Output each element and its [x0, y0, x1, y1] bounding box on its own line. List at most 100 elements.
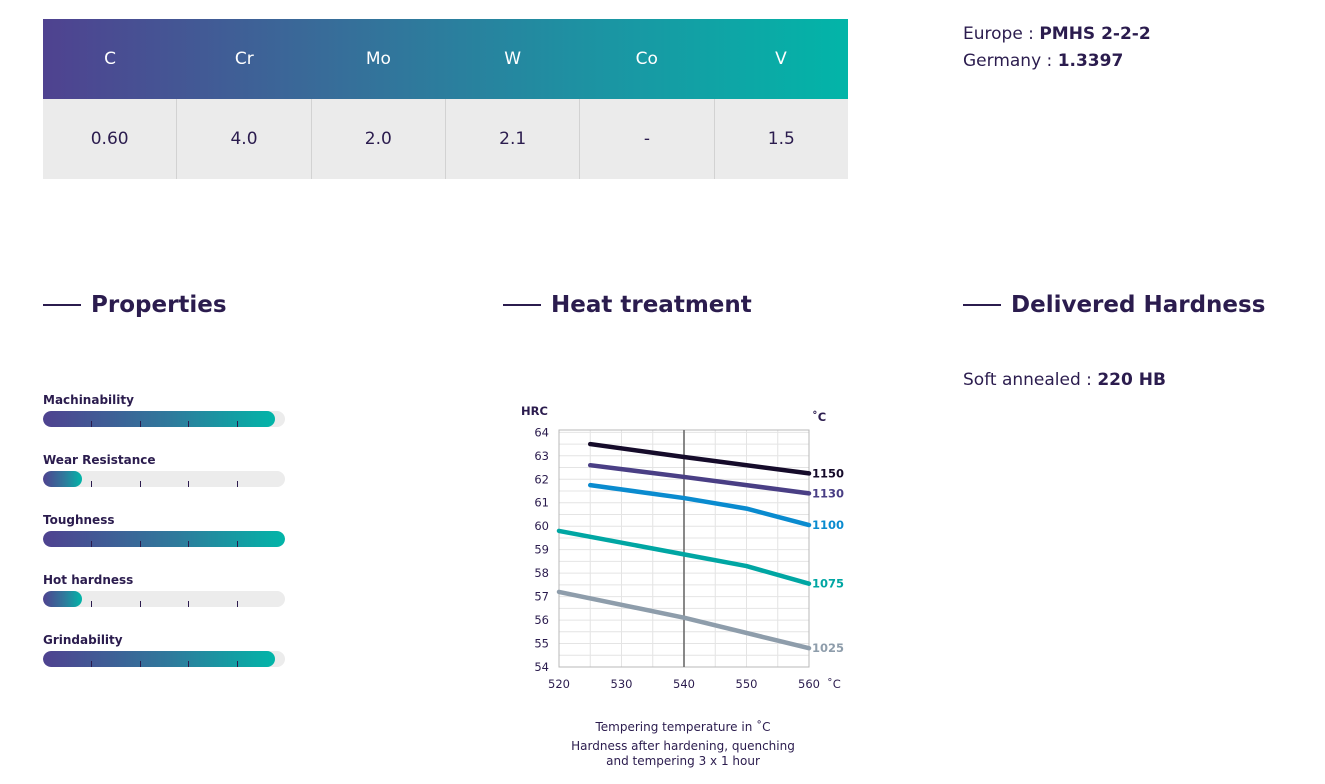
property-bar-fill	[43, 591, 82, 607]
bar-tick	[91, 601, 92, 607]
property-wear-resistance: Wear Resistance	[43, 452, 285, 487]
chart-caption-xlabel: Tempering temperature in ˚C	[595, 720, 771, 734]
x-tick-label: 530	[611, 677, 633, 691]
bar-tick	[140, 541, 141, 547]
chart-caption-line3: and tempering 3 x 1 hour	[606, 754, 760, 768]
bar-tick	[188, 541, 189, 547]
bar-tick	[91, 421, 92, 427]
heat-treatment-title: Heat treatment	[551, 292, 752, 318]
bar-tick	[91, 541, 92, 547]
value-cell-co: -	[579, 99, 713, 179]
x-tick-label: 550	[736, 677, 758, 691]
header-cell-w: W	[504, 49, 521, 69]
property-label: Machinability	[43, 393, 134, 407]
property-bar-fill	[43, 531, 285, 547]
series-label-1075: 1075	[812, 577, 844, 591]
header-cell-v: V	[775, 49, 787, 69]
header-cell-co: Co	[635, 49, 658, 69]
y-tick-label: 57	[534, 590, 549, 604]
delivered-value: 220 HB	[1097, 370, 1166, 390]
heat-treatment-chart: 54 55 56 57 58 59 60 61 62 63 64 520 530 540 550 560 ˚C H…	[500, 395, 860, 699]
equivalent-grades: Europe : PMHS 2-2-2 Germany : 1.3397	[963, 21, 1151, 75]
composition-value-row: 0.60 4.0 2.0 2.1 - 1.5	[43, 99, 848, 179]
property-bar-fill	[43, 411, 276, 427]
bar-tick	[188, 661, 189, 667]
y-tick-label: 59	[534, 543, 549, 557]
series-unit-label: ˚C	[812, 409, 826, 424]
series-line-1130	[588, 462, 812, 496]
value-cell-v: 1.5	[713, 99, 848, 179]
germany-equivalent: Germany : 1.3397	[963, 48, 1151, 75]
series-line-1100	[588, 482, 812, 528]
property-bar-track	[43, 531, 285, 547]
bar-tick	[237, 541, 238, 547]
bar-tick	[91, 661, 92, 667]
x-unit-label: ˚C	[827, 676, 841, 691]
heading-rule	[963, 304, 1001, 306]
property-hot-hardness: Hot hardness	[43, 572, 285, 607]
europe-equivalent: Europe : PMHS 2-2-2	[963, 21, 1151, 48]
series-line-1075	[556, 528, 812, 586]
value-cell-w: 2.1	[444, 99, 579, 179]
property-label: Hot hardness	[43, 573, 134, 587]
series-label-1025: 1025	[812, 641, 844, 655]
germany-value: 1.3397	[1057, 51, 1124, 71]
series-line-1150	[588, 441, 812, 476]
delivered-label: Soft annealed :	[963, 370, 1092, 390]
property-bar-track	[43, 591, 285, 607]
y-tick-label: 55	[534, 637, 549, 651]
property-grindability: Grindability	[43, 632, 285, 667]
value-cell-mo: 2.0	[310, 99, 445, 179]
y-tick-label: 61	[534, 496, 549, 510]
y-tick-label: 56	[534, 613, 549, 627]
property-bar-fill	[43, 471, 82, 487]
y-tick-label: 63	[534, 449, 549, 463]
composition-table: C Cr Mo W Co V 0.60 4.0 2.0 2.1 - 1.5	[43, 19, 848, 179]
bar-tick	[140, 421, 141, 427]
series-line-1025	[556, 589, 812, 651]
delivered-hardness-value: Soft annealed : 220 HB	[963, 370, 1166, 390]
property-bar-fill	[43, 651, 276, 667]
europe-label: Europe :	[963, 24, 1034, 44]
heading-rule	[43, 304, 81, 306]
series-label-1150: 1150	[812, 466, 844, 480]
chart-caption-line2: Hardness after hardening, quenching	[571, 739, 795, 753]
heat-treatment-heading: Heat treatment	[503, 292, 752, 318]
property-bar-track	[43, 471, 285, 487]
property-label: Wear Resistance	[43, 453, 156, 467]
bar-tick	[237, 661, 238, 667]
bar-tick	[188, 421, 189, 427]
y-tick-label: 54	[534, 660, 549, 674]
properties-heading: Properties	[43, 292, 227, 318]
header-cell-cr: Cr	[234, 49, 254, 69]
y-tick-label: 62	[534, 472, 549, 486]
x-tick-label: 520	[548, 677, 570, 691]
property-bar-track	[43, 411, 285, 427]
delivered-hardness-heading: Delivered Hardness	[963, 292, 1265, 318]
y-tick-label: 64	[534, 425, 549, 439]
y-tick-label: 60	[534, 519, 549, 533]
bar-tick	[140, 661, 141, 667]
bar-tick	[140, 481, 141, 487]
bar-tick	[91, 481, 92, 487]
property-machinability: Machinability	[43, 392, 285, 427]
bar-tick	[140, 601, 141, 607]
delivered-hardness-title: Delivered Hardness	[1011, 292, 1266, 318]
europe-value: PMHS 2-2-2	[1039, 24, 1151, 44]
heading-rule	[503, 304, 541, 306]
series-label-1130: 1130	[812, 486, 844, 500]
property-label: Grindability	[43, 633, 123, 647]
series-label-1100: 1100	[812, 518, 844, 532]
bar-tick	[237, 601, 238, 607]
bar-tick	[188, 601, 189, 607]
value-cell-cr: 4.0	[176, 99, 310, 179]
header-cell-c: C	[104, 49, 117, 69]
property-bar-track	[43, 651, 285, 667]
chart-canvas: 54 55 56 57 58 59 60 61 62 63 64 520 530 540 550 560 ˚C H…	[521, 404, 844, 691]
x-tick-label: 540	[673, 677, 695, 691]
x-tick-label: 560	[798, 677, 820, 691]
y-axis-label: HRC	[521, 404, 548, 418]
properties-title: Properties	[91, 292, 227, 318]
header-cell-mo: Mo	[365, 49, 391, 69]
bar-tick	[188, 481, 189, 487]
